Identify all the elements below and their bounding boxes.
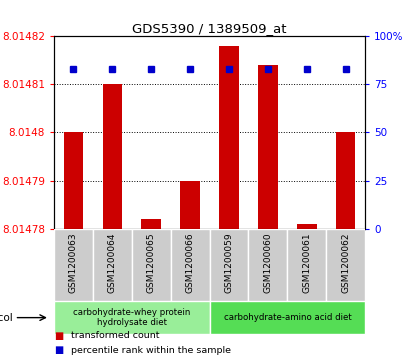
Bar <box>297 224 317 229</box>
Text: GSM1200061: GSM1200061 <box>303 232 311 293</box>
Bar <box>336 132 356 229</box>
Bar <box>93 229 132 301</box>
Bar <box>54 229 93 301</box>
Bar <box>326 229 365 301</box>
Text: GSM1200062: GSM1200062 <box>341 232 350 293</box>
Bar <box>219 46 239 229</box>
Bar <box>210 301 365 334</box>
Text: carbohydrate-whey protein
hydrolysate diet: carbohydrate-whey protein hydrolysate di… <box>73 308 190 327</box>
Text: GSM1200064: GSM1200064 <box>108 232 117 293</box>
Bar <box>54 301 210 334</box>
Text: GSM1200066: GSM1200066 <box>186 232 195 293</box>
Text: ■: ■ <box>54 331 63 341</box>
Bar <box>142 219 161 229</box>
Text: transformed count: transformed count <box>71 331 159 340</box>
Text: GSM1200059: GSM1200059 <box>225 232 234 293</box>
Bar <box>132 229 171 301</box>
Text: carbohydrate-amino acid diet: carbohydrate-amino acid diet <box>224 313 351 322</box>
Bar <box>287 229 326 301</box>
Text: GSM1200065: GSM1200065 <box>147 232 156 293</box>
Bar <box>210 229 249 301</box>
Text: protocol: protocol <box>0 313 12 323</box>
Title: GDS5390 / 1389509_at: GDS5390 / 1389509_at <box>132 22 287 35</box>
Bar <box>171 229 210 301</box>
Text: percentile rank within the sample: percentile rank within the sample <box>71 346 231 355</box>
Bar <box>258 65 278 229</box>
Bar <box>249 229 287 301</box>
Bar <box>63 132 83 229</box>
Text: ■: ■ <box>54 345 63 355</box>
Bar <box>103 84 122 229</box>
Bar <box>181 180 200 229</box>
Text: GSM1200060: GSM1200060 <box>264 232 272 293</box>
Text: GSM1200063: GSM1200063 <box>69 232 78 293</box>
